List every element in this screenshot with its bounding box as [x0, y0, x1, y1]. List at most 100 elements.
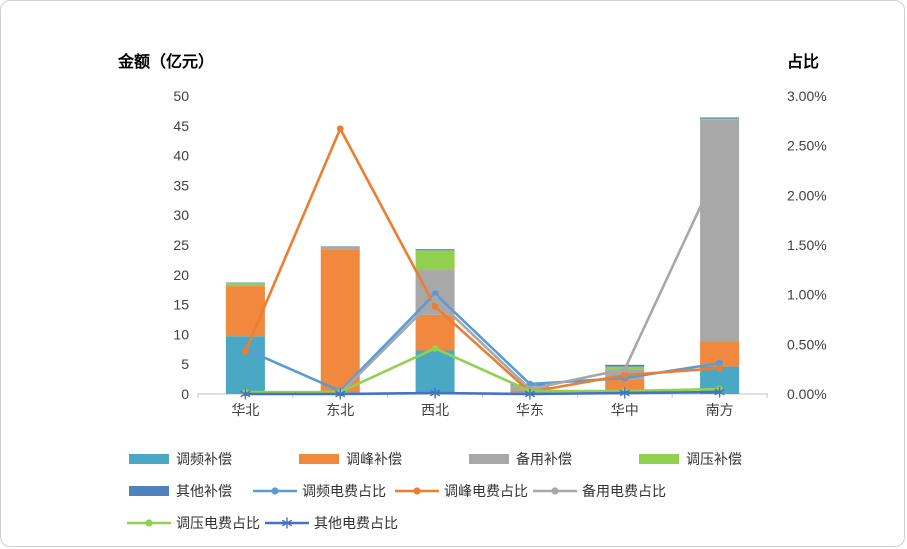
bar-segment: [320, 246, 360, 250]
left-axis-tick-label: 20: [173, 267, 189, 283]
dot-marker: [621, 365, 629, 373]
legend-line-swatch: [265, 517, 309, 529]
left-axis-tick-label: 45: [173, 118, 189, 134]
asterisk-marker: [335, 388, 346, 400]
bar-series-3: [225, 118, 740, 387]
line-series-1: [242, 125, 723, 396]
legend-item: 备用补偿: [467, 449, 637, 469]
legend-row: 调压电费占比 其他电费占比: [127, 512, 807, 534]
left-axis-tick-label: 40: [173, 148, 189, 164]
legend-item: 调频补偿: [127, 449, 297, 469]
dot-marker: [716, 364, 723, 372]
right-axis-tick-label: 1.50%: [787, 237, 827, 253]
right-axis-ticks: 0.00% 0.50% 1.00% 1.50% 2.00% 2.50% 3.00%: [787, 88, 827, 402]
left-axis-tick-label: 10: [173, 326, 189, 342]
legend-label: 其他电费占比: [314, 515, 398, 531]
legend-item: 调频电费占比: [253, 481, 395, 501]
legend-line-swatch: [127, 519, 171, 527]
category-label: 华中: [611, 402, 639, 418]
dot-marker: [621, 371, 629, 379]
legend-label: 调频补偿: [176, 451, 232, 467]
right-axis-tick-label: 0.00%: [787, 386, 827, 402]
bar-segment: [605, 379, 645, 391]
category-label: 华北: [231, 402, 259, 418]
legend-label: 调频电费占比: [302, 483, 386, 499]
bar-segment: [605, 364, 645, 367]
chart-legend: 调频补偿 调峰补偿 备用补偿 调压补偿 其他补偿 调频电费占比 调峰电费占比 备用电费占比 调压…: [127, 448, 807, 544]
left-axis-title: 金额（亿元）: [118, 54, 215, 71]
legend-bar-swatch: [129, 454, 169, 464]
bar-segment: [700, 117, 740, 119]
dot-marker: [431, 290, 439, 298]
left-axis-tick-label: 25: [173, 237, 189, 253]
legend-item: 调峰电费占比: [395, 481, 533, 501]
left-axis-ticks: 0 5 10 15 20 25 30 35 40 45 50: [173, 88, 189, 402]
bar-segment: [415, 249, 455, 251]
left-axis-tick-label: 15: [173, 297, 189, 313]
line-series-4: [240, 386, 725, 400]
bar-segment: [415, 350, 455, 394]
asterisk-marker: [281, 517, 293, 529]
right-axis-tick-label: 3.00%: [787, 88, 827, 104]
dot-marker: [716, 359, 723, 367]
category-label: 西北: [421, 402, 449, 418]
legend-label: 其他补偿: [176, 483, 232, 499]
dot-marker: [242, 347, 249, 355]
left-axis-tick-label: 5: [181, 356, 189, 372]
right-axis-tick-label: 2.00%: [787, 187, 827, 203]
legend-bar-swatch: [299, 454, 339, 464]
legend-line-swatch: [253, 487, 297, 495]
dot-marker: [431, 295, 439, 303]
bar-segment: [700, 119, 740, 342]
dot-marker: [336, 125, 344, 133]
line-series-2: [242, 162, 723, 397]
dot-marker: [431, 344, 439, 352]
bar-segment: [415, 314, 455, 351]
asterisk-marker: [429, 387, 441, 399]
bar-segment: [225, 286, 265, 337]
legend-row: 调频补偿 调峰补偿 备用补偿 调压补偿: [127, 448, 807, 470]
legend-bar-swatch: [129, 486, 169, 496]
left-axis-tick-label: 50: [173, 88, 189, 104]
category-label: 华东: [516, 402, 544, 418]
line-series-3: [242, 344, 723, 396]
legend-bar-swatch: [469, 454, 509, 464]
bar-segment: [225, 285, 265, 287]
asterisk-marker: [240, 388, 251, 400]
legend-item: 调压电费占比: [127, 513, 265, 533]
asterisk-marker: [524, 388, 536, 400]
legend-item: 备用电费占比: [533, 481, 683, 501]
right-axis-tick-label: 2.50%: [787, 138, 827, 154]
left-axis-tick-label: 30: [173, 207, 189, 223]
legend-item: 调压补偿: [637, 449, 807, 469]
dot-marker: [431, 303, 439, 310]
legend-label: 备用电费占比: [582, 483, 666, 499]
asterisk-marker: [619, 387, 630, 399]
legend-item: 其他补偿: [127, 481, 253, 501]
bar-segment: [225, 336, 265, 394]
bar-segment: [415, 250, 455, 271]
bar-segment: [225, 282, 265, 284]
category-label: 南方: [706, 402, 734, 418]
legend-label: 调压电费占比: [176, 515, 260, 531]
category-label: 东北: [326, 402, 354, 418]
bar-segment: [700, 118, 740, 120]
right-axis-tick-label: 0.50%: [787, 336, 827, 352]
legend-item: 调峰补偿: [297, 449, 467, 469]
bar-segment: [225, 283, 265, 286]
legend-line-swatch: [533, 487, 577, 495]
category-labels: 华北 东北 西北 华东 华中 南方: [231, 402, 733, 418]
right-axis-title: 占比: [787, 54, 820, 71]
right-axis-tick-label: 1.00%: [787, 287, 827, 303]
asterisk-marker: [714, 386, 725, 398]
legend-line-swatch: [395, 487, 439, 495]
dot-marker: [716, 162, 723, 169]
legend-label: 调峰补偿: [346, 451, 402, 467]
legend-label: 调峰电费占比: [444, 483, 528, 499]
legend-row: 其他补偿 调频电费占比 调峰电费占比 备用电费占比: [127, 480, 807, 502]
legend-item: 其他电费占比: [265, 513, 415, 533]
legend-label: 调压补偿: [686, 451, 742, 467]
left-axis-tick-label: 0: [181, 386, 189, 402]
